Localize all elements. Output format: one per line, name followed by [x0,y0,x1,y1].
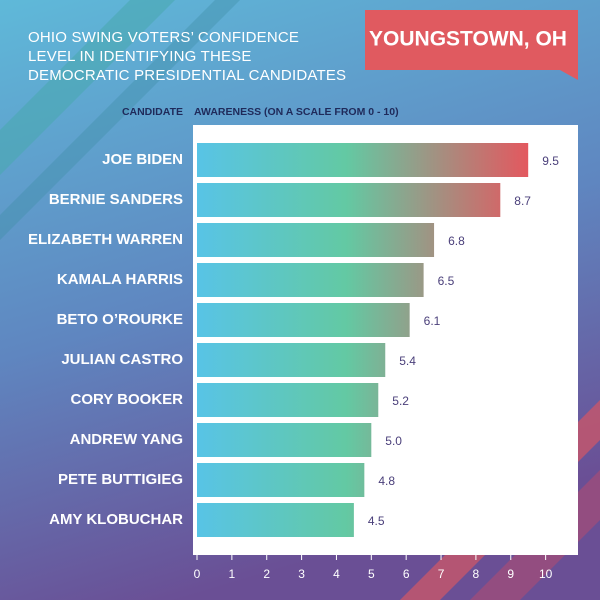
category-label: BETO O’ROURKE [57,311,183,328]
value-label: 6.1 [424,314,441,328]
bar [197,383,379,417]
category-label: ELIZABETH WARREN [28,231,183,248]
x-tick-label: 2 [263,567,270,581]
bar [197,503,354,537]
stripe [0,0,175,175]
category-label: AMY KLOBUCHAR [49,511,183,528]
category-label: CORY BOOKER [70,391,183,408]
axis-title: AWARENESS (ON A SCALE FROM 0 - 10) [194,106,399,118]
value-label: 4.5 [368,514,385,528]
category-label: ANDREW YANG [70,431,183,448]
value-label: 5.0 [385,434,402,448]
bar [197,143,529,177]
badge-text: YOUNGSTOWN, OH [369,28,567,51]
x-tick-label: 6 [403,567,410,581]
bar [197,463,365,497]
value-label: 4.8 [378,474,395,488]
category-label: PETE BUTTIGIEG [58,471,183,488]
category-header: CANDIDATE [122,106,183,118]
value-label: 6.8 [448,234,465,248]
category-label: BERNIE SANDERS [49,191,183,208]
bar [197,303,410,337]
x-tick-label: 5 [368,567,375,581]
x-tick-label: 0 [194,567,201,581]
value-label: 5.4 [399,354,416,368]
bar [197,343,386,377]
x-tick-label: 3 [298,567,305,581]
chart-title: OHIO SWING VOTERS’ CONFIDENCE LEVEL IN I… [28,29,347,84]
x-tick-label: 9 [507,567,514,581]
stripe [0,0,240,240]
x-tick-label: 1 [229,567,236,581]
bar [197,423,372,457]
x-tick-label: 7 [438,567,445,581]
category-label: JOE BIDEN [102,151,183,168]
value-label: 9.5 [542,154,559,168]
x-tick-label: 10 [539,567,553,581]
value-label: 5.2 [392,394,409,408]
bar [197,263,424,297]
badge [365,10,578,80]
category-label: KAMALA HARRIS [57,271,183,288]
bar [197,183,501,217]
value-label: 8.7 [514,194,531,208]
bar [197,223,435,257]
x-tick-label: 8 [473,567,480,581]
value-label: 6.5 [438,274,455,288]
x-tick-label: 4 [333,567,340,581]
category-label: JULIAN CASTRO [61,351,183,368]
